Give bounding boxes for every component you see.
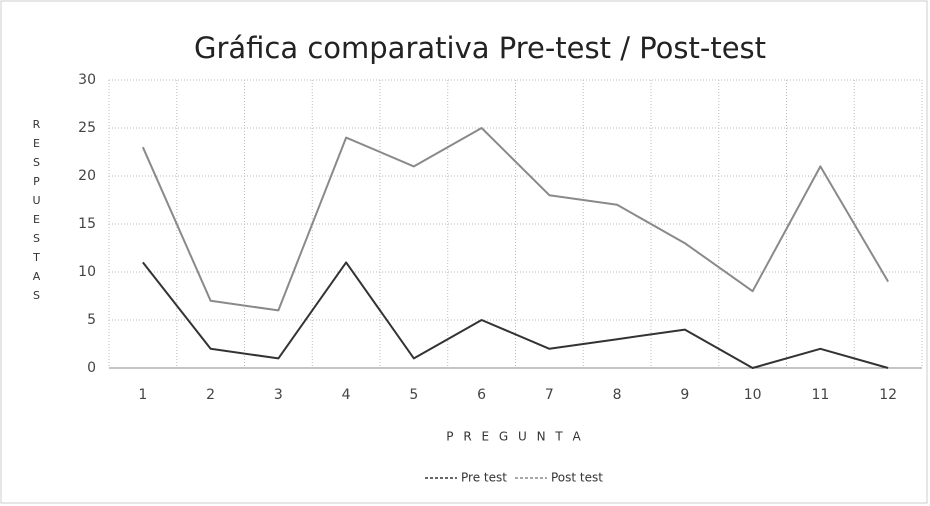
x-tick-label: 3 [274,387,283,403]
x-tick-label: 11 [811,387,829,403]
x-tick-label: 12 [879,387,897,403]
x-tick-label: 8 [613,387,622,403]
series-line [142,261,889,369]
x-tick-label: 7 [545,387,554,403]
series-line [141,127,889,312]
x-axis-label: P R E G U N T A [446,430,583,444]
y-tick-label: 25 [78,120,96,136]
y-tick-label: 30 [78,72,96,88]
x-tick-label: 2 [206,387,215,403]
x-tick-label: 9 [680,387,689,403]
x-tick-label: 1 [138,387,147,403]
y-axis-label: RESPUESTAS [30,118,43,308]
y-tick-label: 10 [78,264,96,280]
x-tick-label: 4 [342,387,351,403]
legend-label: Post test [551,471,603,485]
legend-label: Pre test [461,471,507,485]
y-tick-label: 5 [87,312,96,328]
y-tick-label: 15 [78,216,96,232]
y-tick-label: 20 [78,168,96,184]
x-tick-label: 6 [477,387,486,403]
x-tick-label: 5 [409,387,418,403]
chart-title: Gráfica comparativa Pre-test / Post-test [194,31,766,65]
x-tick-label: 10 [744,387,762,403]
y-tick-label: 0 [87,360,96,376]
